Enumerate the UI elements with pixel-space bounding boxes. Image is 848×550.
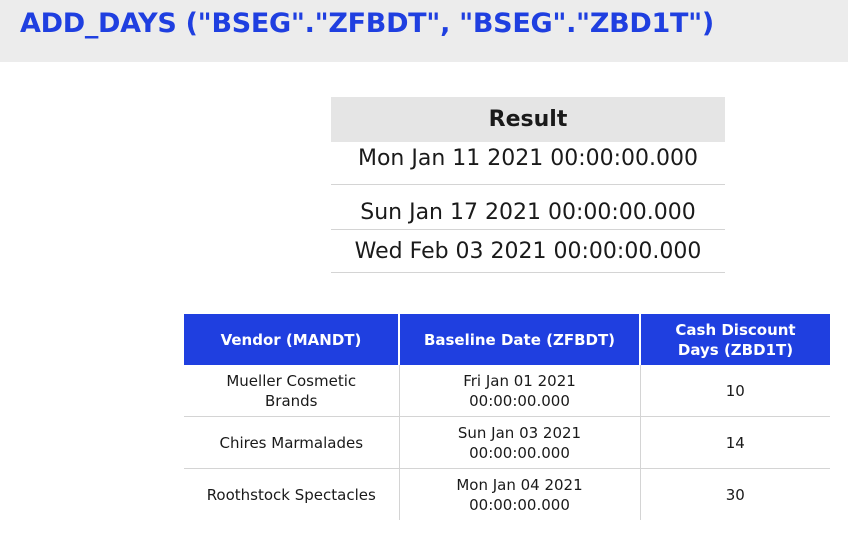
vendor-name-line: Chires Marmalades (219, 433, 364, 452)
time-line: 00:00:00.000 (469, 495, 570, 514)
cash-discount-days-cell: 14 (640, 416, 830, 469)
column-header-days-line: Days (ZBD1T) (677, 340, 794, 359)
date-line: Fri Jan 01 2021 (463, 371, 576, 390)
vendor-name-line: Mueller Cosmetic (226, 371, 357, 390)
baseline-date-cell: Sun Jan 03 2021 00:00:00.000 (399, 416, 641, 469)
vendor-table-header-row: Vendor (MANDT) Baseline Date (ZFBDT) Cas… (184, 314, 830, 365)
cash-discount-days-cell: 10 (640, 365, 830, 417)
column-header-days-line: Cash Discount (675, 320, 796, 339)
column-header-cash-discount-days: Cash Discount Days (ZBD1T) (640, 314, 830, 365)
vendor-cell: Roothstock Spectacles (184, 468, 400, 520)
column-header-baseline-date: Baseline Date (ZFBDT) (399, 314, 641, 365)
vendor-name-line: Brands (265, 391, 318, 410)
vendor-table: Vendor (MANDT) Baseline Date (ZFBDT) Cas… (184, 314, 830, 520)
result-table: Result Mon Jan 11 2021 00:00:00.000 Sun … (331, 97, 725, 273)
table-row: Mueller Cosmetic Brands Fri Jan 01 2021 … (184, 365, 830, 417)
table-row: Chires Marmalades Sun Jan 03 2021 00:00:… (184, 416, 830, 469)
table-row: Roothstock Spectacles Mon Jan 04 2021 00… (184, 468, 830, 520)
title-band (0, 0, 848, 62)
result-row: Mon Jan 11 2021 00:00:00.000 (331, 142, 725, 185)
date-line: Mon Jan 04 2021 (456, 475, 583, 494)
page-title: ADD_DAYS ("BSEG"."ZFBDT", "BSEG"."ZBD1T"… (20, 8, 714, 39)
result-row: Sun Jan 17 2021 00:00:00.000 (331, 185, 725, 230)
vendor-name-line: Roothstock Spectacles (206, 485, 376, 504)
time-line: 00:00:00.000 (469, 443, 570, 462)
vendor-cell: Mueller Cosmetic Brands (184, 365, 400, 417)
baseline-date-cell: Mon Jan 04 2021 00:00:00.000 (399, 468, 641, 520)
baseline-date-cell: Fri Jan 01 2021 00:00:00.000 (399, 365, 641, 417)
result-header: Result (331, 97, 725, 142)
result-row: Wed Feb 03 2021 00:00:00.000 (331, 230, 725, 273)
column-header-vendor: Vendor (MANDT) (184, 314, 400, 365)
cash-discount-days-cell: 30 (725, 485, 745, 504)
vendor-cell: Chires Marmalades (184, 416, 400, 469)
date-line: Sun Jan 03 2021 (457, 423, 582, 442)
time-line: 00:00:00.000 (469, 391, 570, 410)
